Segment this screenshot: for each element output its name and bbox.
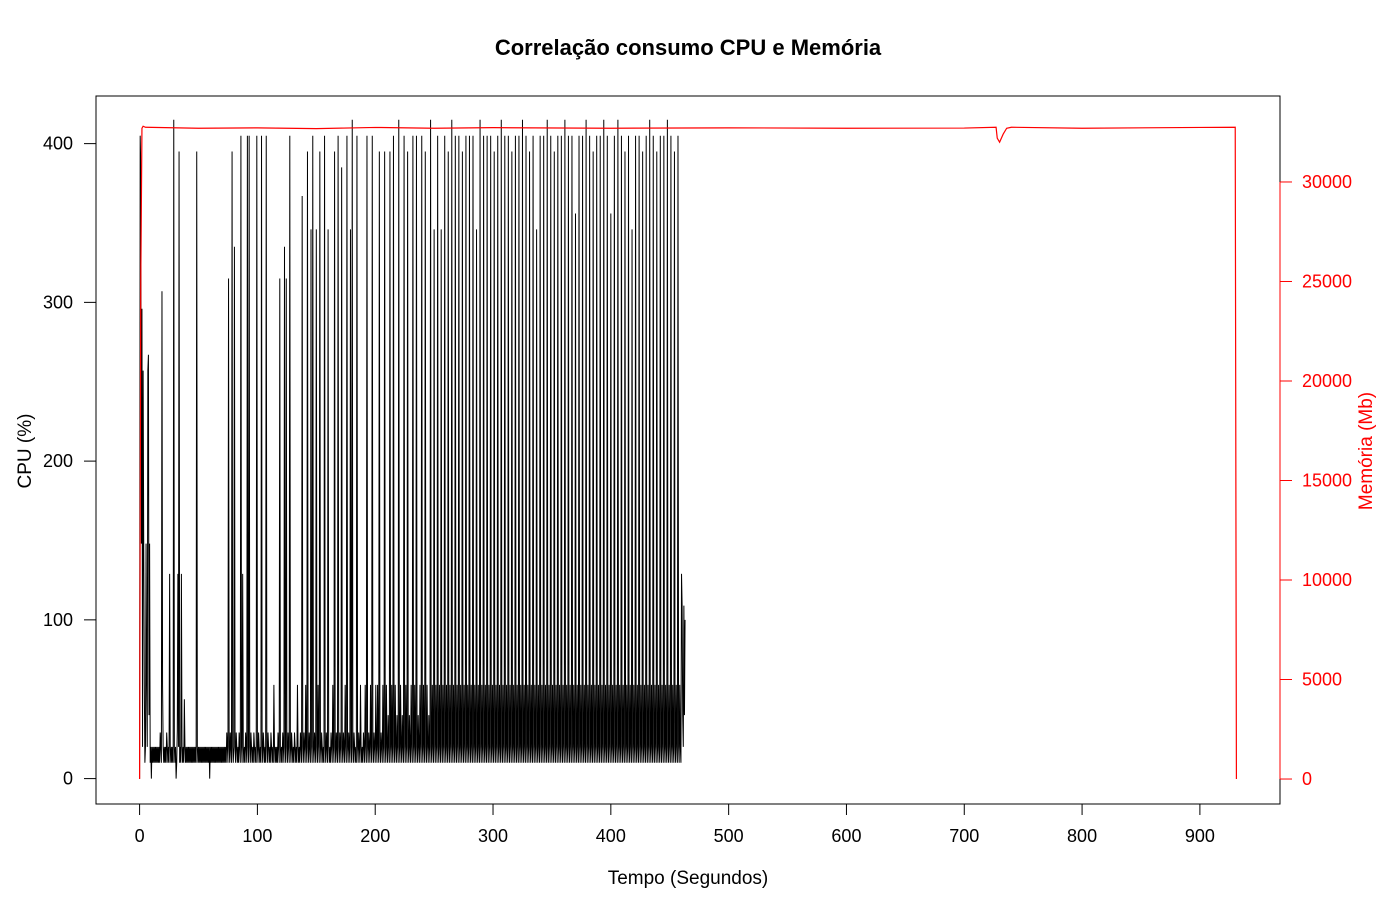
cpu-line (139, 119, 686, 779)
y-tick-label: 100 (43, 610, 73, 630)
x-tick-label: 700 (949, 826, 979, 846)
x-tick-label: 900 (1185, 826, 1215, 846)
y2-tick-label: 15000 (1302, 470, 1352, 490)
memory-series (138, 125, 1238, 780)
x-tick-label: 200 (360, 826, 390, 846)
y2-tick-label: 25000 (1302, 271, 1352, 291)
y2-tick-label: 5000 (1302, 670, 1342, 690)
y2-tick-label: 10000 (1302, 570, 1352, 590)
y-tick-label: 400 (43, 134, 73, 154)
y2-axis-label: Memória (Mb) (1356, 392, 1377, 510)
x-tick-label: 0 (135, 826, 145, 846)
y-axis-left: 0 100 200 300 400 (43, 134, 97, 789)
x-tick-label: 100 (242, 826, 272, 846)
y2-tick-label: 20000 (1302, 371, 1352, 391)
y2-tick-label: 0 (1302, 769, 1312, 789)
y2-tick-label: 30000 (1302, 172, 1352, 192)
x-axis: 0 100 200 300 400 500 600 700 800 900 (135, 803, 1215, 846)
x-axis-label: Tempo (Segundos) (608, 868, 769, 889)
memory-line (138, 125, 1238, 780)
y-tick-label: 300 (43, 292, 73, 312)
y-axis-label: CPU (%) (15, 414, 36, 489)
x-tick-label: 400 (596, 826, 626, 846)
y-tick-label: 200 (43, 451, 73, 471)
x-tick-label: 300 (478, 826, 508, 846)
cpu-series (139, 119, 686, 779)
chart-title: Correlação consumo CPU e Memória (495, 35, 882, 60)
y-tick-label: 0 (63, 769, 73, 789)
y-axis-right: 0 5000 10000 15000 20000 25000 30000 (1279, 172, 1352, 789)
x-tick-label: 800 (1067, 826, 1097, 846)
x-tick-label: 600 (831, 826, 861, 846)
x-tick-label: 500 (714, 826, 744, 846)
